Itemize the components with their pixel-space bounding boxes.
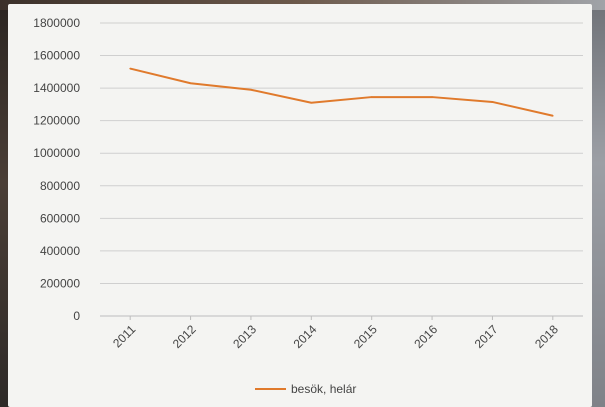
y-axis-ticks: 0 200000 400000 600000 800000 1000000 1200000 1…	[33, 16, 80, 323]
y-tick-label: 600000	[40, 211, 80, 225]
series-lines	[129, 67, 554, 117]
data-point	[491, 101, 494, 103]
y-tick-label: 1400000	[33, 81, 80, 95]
data-point	[129, 67, 131, 70]
series-line	[129, 67, 554, 117]
y-tick-label: 1800000	[33, 16, 80, 30]
data-point	[431, 96, 433, 98]
legend: besök, helár	[255, 382, 356, 396]
data-point	[310, 101, 313, 104]
x-tick-label: 2018	[532, 322, 561, 351]
y-tick-label: 1600000	[33, 49, 80, 63]
y-tick-label: 400000	[40, 244, 80, 258]
data-point	[552, 114, 554, 117]
data-point	[189, 82, 192, 85]
x-tick-label: 2015	[351, 322, 380, 351]
y-tick-label: 0	[73, 309, 80, 323]
y-tick-label: 800000	[40, 179, 80, 193]
x-tick-label: 2011	[110, 322, 138, 350]
x-tick-label: 2014	[291, 322, 320, 351]
x-axis-ticks: 2011 2012 2013 2014 2015 2016 2017 2018	[110, 316, 561, 351]
data-point	[370, 96, 373, 98]
legend-label: besök, helár	[291, 382, 356, 396]
x-tick-label: 2013	[230, 322, 259, 351]
data-point	[250, 88, 252, 91]
y-tick-label: 200000	[40, 276, 80, 290]
x-tick-label: 2016	[411, 322, 440, 351]
x-tick-label: 2017	[472, 322, 501, 351]
y-tick-label: 1200000	[33, 114, 80, 128]
gridlines	[100, 22, 583, 317]
y-tick-label: 1000000	[33, 146, 80, 160]
x-tick-label: 2012	[170, 322, 199, 351]
chart-panel	[8, 4, 592, 407]
